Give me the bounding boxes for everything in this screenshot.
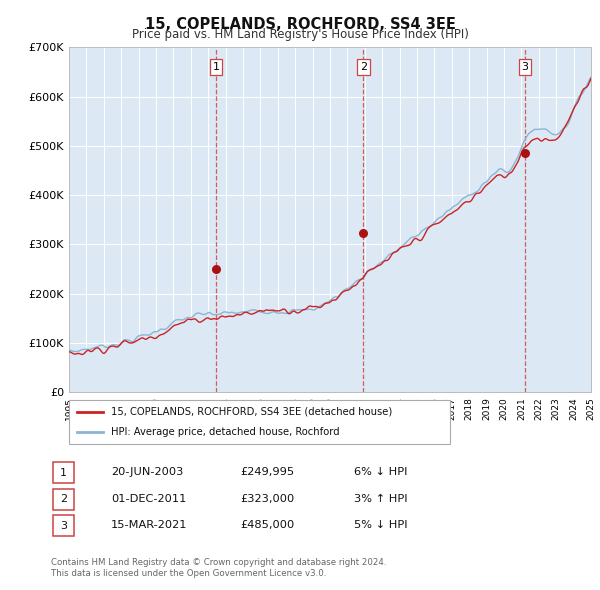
- Text: 2: 2: [60, 494, 67, 504]
- Text: £485,000: £485,000: [240, 520, 294, 530]
- Text: 15, COPELANDS, ROCHFORD, SS4 3EE: 15, COPELANDS, ROCHFORD, SS4 3EE: [145, 17, 455, 31]
- Text: 6% ↓ HPI: 6% ↓ HPI: [354, 467, 407, 477]
- FancyBboxPatch shape: [53, 515, 74, 536]
- FancyBboxPatch shape: [53, 489, 74, 510]
- Text: £323,000: £323,000: [240, 494, 294, 503]
- FancyBboxPatch shape: [69, 400, 450, 444]
- Text: Contains HM Land Registry data © Crown copyright and database right 2024.
This d: Contains HM Land Registry data © Crown c…: [51, 558, 386, 578]
- Text: 01-DEC-2011: 01-DEC-2011: [111, 494, 187, 503]
- Text: Price paid vs. HM Land Registry's House Price Index (HPI): Price paid vs. HM Land Registry's House …: [131, 28, 469, 41]
- Text: 2: 2: [360, 62, 367, 72]
- Text: 15-MAR-2021: 15-MAR-2021: [111, 520, 187, 530]
- Text: 3: 3: [521, 62, 529, 72]
- Text: 3: 3: [60, 521, 67, 530]
- Text: 5% ↓ HPI: 5% ↓ HPI: [354, 520, 407, 530]
- Text: £249,995: £249,995: [240, 467, 294, 477]
- Text: 20-JUN-2003: 20-JUN-2003: [111, 467, 184, 477]
- Text: 3% ↑ HPI: 3% ↑ HPI: [354, 494, 407, 503]
- FancyBboxPatch shape: [53, 462, 74, 483]
- Text: HPI: Average price, detached house, Rochford: HPI: Average price, detached house, Roch…: [111, 427, 340, 437]
- Text: 15, COPELANDS, ROCHFORD, SS4 3EE (detached house): 15, COPELANDS, ROCHFORD, SS4 3EE (detach…: [111, 407, 392, 417]
- Text: 1: 1: [213, 62, 220, 72]
- Text: 1: 1: [60, 468, 67, 477]
